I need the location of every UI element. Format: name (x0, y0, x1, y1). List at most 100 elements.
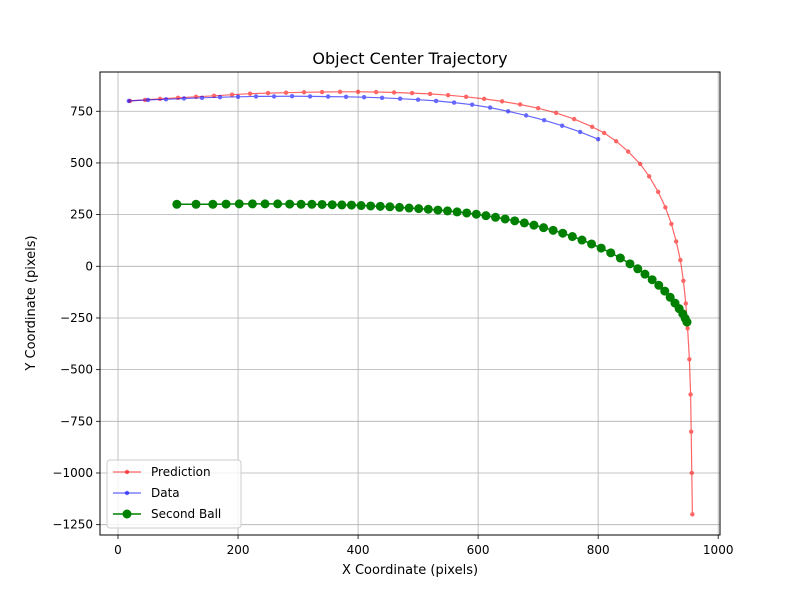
data-point (199, 95, 205, 101)
prediction-point (337, 89, 343, 95)
prediction-point (688, 392, 693, 397)
second-ball-point (596, 243, 606, 253)
prediction-point (499, 99, 505, 104)
second-ball-point (654, 280, 664, 290)
second-ball-point (234, 199, 244, 209)
x-tick-label: 400 (347, 543, 370, 557)
second-ball-point (567, 232, 577, 242)
prediction-point (409, 90, 415, 96)
legend-label: Second Ball (151, 507, 221, 521)
second-ball-point (633, 264, 643, 274)
prediction-point (689, 470, 694, 476)
prediction-point (319, 89, 325, 95)
second-ball-point (366, 201, 376, 211)
data-point (343, 94, 349, 100)
legend-entry-data: Data (113, 486, 180, 500)
prediction-point (637, 161, 643, 167)
prediction-point (685, 326, 690, 331)
prediction-point (283, 90, 289, 95)
second-ball-point (337, 200, 347, 210)
second-ball-point (481, 211, 491, 221)
data-point (361, 95, 367, 100)
second-ball-point (327, 200, 337, 210)
second-ball-point (404, 203, 414, 213)
prediction-point (669, 221, 674, 227)
legend-label: Prediction (151, 465, 211, 479)
prediction-point (673, 239, 679, 244)
data-point (505, 109, 511, 114)
y-tick-label: −750 (60, 414, 93, 428)
second-ball-point (548, 225, 558, 235)
y-axis-label: Y Coordinate (pixels) (24, 235, 39, 371)
prediction-point (601, 130, 607, 136)
prediction-point (678, 257, 683, 263)
second-ball-point (647, 275, 657, 285)
prediction-point (625, 149, 631, 154)
data-series (126, 93, 601, 142)
second-ball-point (682, 317, 692, 327)
second-ball-point (356, 201, 366, 211)
second-ball-point (443, 206, 453, 216)
data-point (595, 136, 601, 142)
data-point (397, 96, 403, 101)
prediction-series (127, 89, 695, 517)
second-ball-point (640, 269, 650, 279)
second-ball-point (606, 248, 616, 258)
second-ball-point (191, 199, 201, 209)
legend: Prediction Data Second Ball (106, 459, 242, 529)
second-ball-point (452, 207, 462, 217)
second-ball-point (172, 199, 182, 209)
data-point (415, 97, 421, 102)
y-tick-label: −250 (60, 311, 93, 325)
legend-entry-prediction: Prediction (113, 465, 211, 479)
second-ball-point (307, 199, 317, 209)
data-point (217, 95, 223, 100)
prediction-point (535, 105, 541, 111)
chart-title: Object Center Trajectory (312, 49, 507, 68)
second-ball-point (529, 220, 539, 230)
data-point (469, 102, 475, 107)
prediction-point (355, 89, 361, 95)
data-point (289, 93, 295, 99)
y-tick-label: −1250 (52, 518, 93, 532)
second-ball-point (577, 235, 587, 245)
data-point (451, 100, 457, 105)
second-ball-point (385, 202, 395, 212)
prediction-point (517, 102, 523, 107)
x-axis-label: X Coordinate (pixels) (342, 563, 478, 578)
second-ball-point (471, 209, 481, 219)
y-tick-label: 750 (70, 104, 93, 118)
legend-swatch-marker (124, 490, 130, 496)
data-point (433, 98, 439, 104)
second-ball-point (285, 199, 295, 209)
second-ball-point (660, 286, 670, 296)
second-ball-point (346, 200, 356, 210)
prediction-point (553, 110, 559, 116)
x-tick-label: 0 (114, 543, 122, 557)
prediction-point (589, 124, 595, 129)
second-ball-point (414, 204, 424, 214)
x-tick-label: 800 (587, 543, 610, 557)
second-ball-point (500, 214, 510, 224)
data-point (307, 94, 313, 99)
y-tick-label: 500 (70, 156, 93, 170)
second-ball-point (558, 228, 568, 238)
y-tick-label: −1000 (52, 466, 93, 480)
second-ball-point (510, 216, 520, 226)
data-point (145, 97, 151, 103)
data-point (126, 98, 132, 104)
prediction-point (301, 90, 307, 95)
second-ball-point (462, 208, 472, 218)
prediction-point (265, 90, 271, 96)
data-point (235, 94, 241, 100)
data-point (271, 94, 277, 99)
legend-label: Data (151, 486, 180, 500)
second-ball-point (208, 199, 218, 209)
data-point (559, 123, 565, 128)
second-ball-point (260, 199, 270, 209)
prediction-point (663, 205, 668, 210)
axis-ticks: 0 200 400 600 800 1000 −1250 −1000 −750 −500 −250 0… (52, 104, 733, 557)
data-point (253, 94, 259, 99)
